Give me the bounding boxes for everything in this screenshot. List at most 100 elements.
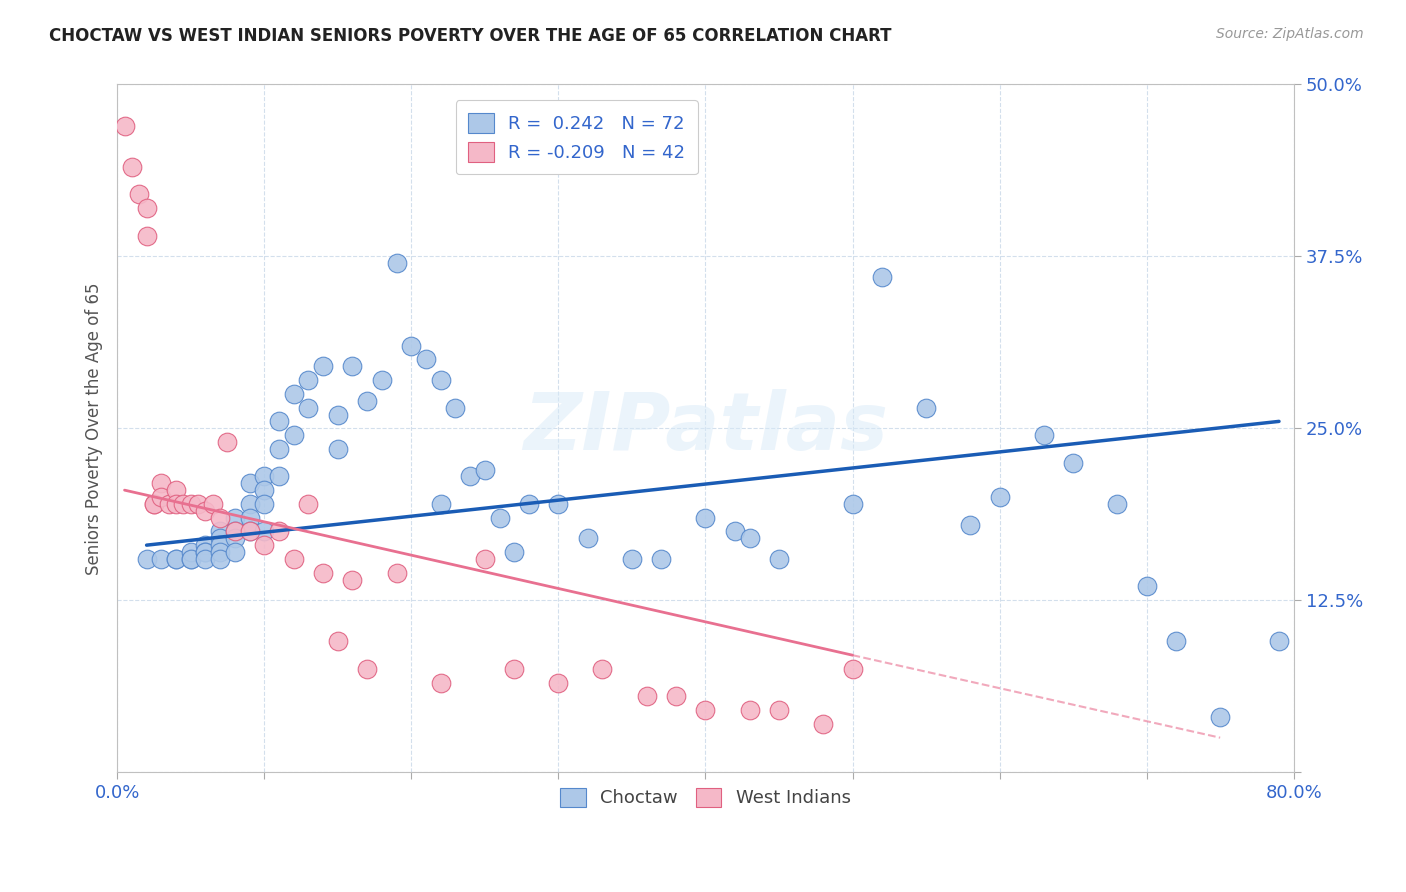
Point [811, 717, 834, 731]
Point [267, 442, 290, 456]
Point [283, 552, 305, 566]
Point [238, 510, 260, 524]
Point [267, 414, 290, 428]
Point [1062, 456, 1084, 470]
Point [474, 552, 496, 566]
Point [959, 517, 981, 532]
Point [238, 524, 260, 539]
Point [142, 497, 165, 511]
Point [724, 524, 747, 539]
Point [253, 524, 276, 539]
Point [841, 662, 863, 676]
Point [503, 662, 526, 676]
Point [503, 545, 526, 559]
Point [217, 435, 239, 450]
Point [135, 228, 157, 243]
Point [114, 119, 136, 133]
Point [224, 524, 246, 539]
Point [768, 703, 790, 717]
Point [870, 270, 893, 285]
Point [988, 490, 1011, 504]
Point [738, 703, 761, 717]
Point [238, 497, 260, 511]
Point [1164, 634, 1187, 648]
Point [592, 662, 614, 676]
Y-axis label: Seniors Poverty Over the Age of 65: Seniors Poverty Over the Age of 65 [86, 282, 103, 574]
Point [253, 538, 276, 552]
Point [238, 524, 260, 539]
Point [401, 339, 423, 353]
Point [194, 545, 217, 559]
Point [444, 401, 467, 415]
Point [194, 552, 217, 566]
Point [415, 352, 437, 367]
Point [620, 552, 643, 566]
Point [253, 469, 276, 483]
Point [165, 497, 187, 511]
Point [224, 510, 246, 524]
Point [488, 510, 510, 524]
Point [385, 566, 408, 580]
Point [342, 573, 364, 587]
Point [267, 524, 290, 539]
Point [547, 675, 569, 690]
Point [371, 373, 394, 387]
Point [429, 497, 451, 511]
Point [326, 442, 349, 456]
Legend: Choctaw, West Indians: Choctaw, West Indians [553, 780, 858, 814]
Point [1136, 579, 1159, 593]
Point [576, 531, 599, 545]
Point [209, 538, 232, 552]
Point [297, 401, 319, 415]
Point [201, 497, 224, 511]
Point [356, 393, 378, 408]
Point [209, 552, 232, 566]
Text: Source: ZipAtlas.com: Source: ZipAtlas.com [1216, 27, 1364, 41]
Point [312, 359, 335, 374]
Point [135, 201, 157, 215]
Point [165, 552, 187, 566]
Point [841, 497, 863, 511]
Point [297, 373, 319, 387]
Point [165, 552, 187, 566]
Point [695, 510, 717, 524]
Point [458, 469, 481, 483]
Point [224, 531, 246, 545]
Point [650, 552, 672, 566]
Text: ZIPatlas: ZIPatlas [523, 389, 889, 467]
Point [636, 690, 658, 704]
Point [172, 497, 194, 511]
Point [1032, 428, 1054, 442]
Point [326, 634, 349, 648]
Point [253, 497, 276, 511]
Point [224, 545, 246, 559]
Point [180, 545, 202, 559]
Point [297, 497, 319, 511]
Point [429, 373, 451, 387]
Text: CHOCTAW VS WEST INDIAN SENIORS POVERTY OVER THE AGE OF 65 CORRELATION CHART: CHOCTAW VS WEST INDIAN SENIORS POVERTY O… [49, 27, 891, 45]
Point [194, 504, 217, 518]
Point [267, 469, 290, 483]
Point [312, 566, 335, 580]
Point [165, 483, 187, 497]
Point [695, 703, 717, 717]
Point [150, 490, 173, 504]
Point [283, 387, 305, 401]
Point [150, 476, 173, 491]
Point [326, 408, 349, 422]
Point [180, 497, 202, 511]
Point [135, 552, 157, 566]
Point [209, 531, 232, 545]
Point [180, 552, 202, 566]
Point [157, 497, 180, 511]
Point [283, 428, 305, 442]
Point [915, 401, 938, 415]
Point [194, 538, 217, 552]
Point [150, 552, 173, 566]
Point [385, 256, 408, 270]
Point [180, 552, 202, 566]
Point [194, 545, 217, 559]
Point [517, 497, 540, 511]
Point [142, 497, 165, 511]
Point [1107, 497, 1129, 511]
